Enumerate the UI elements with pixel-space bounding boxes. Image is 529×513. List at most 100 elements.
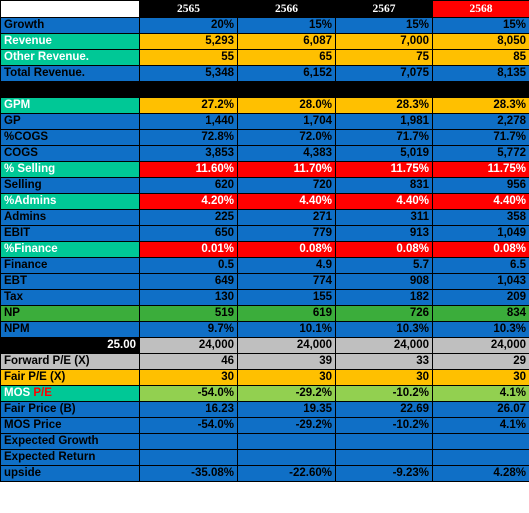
value-cell[interactable]: 0.08%: [335, 241, 433, 258]
row-label[interactable]: Expected Return: [0, 449, 140, 466]
value-cell[interactable]: -29.2%: [237, 417, 336, 434]
value-cell[interactable]: 4.40%: [237, 193, 336, 210]
value-cell[interactable]: 15%: [335, 17, 433, 34]
value-cell[interactable]: 358: [432, 209, 529, 226]
row-label[interactable]: %Admins: [0, 193, 140, 210]
row-label[interactable]: NPM: [0, 321, 140, 338]
value-cell[interactable]: [139, 433, 238, 450]
row-label[interactable]: Finance: [0, 257, 140, 274]
row-label[interactable]: Forward P/E (X): [0, 353, 140, 370]
value-cell[interactable]: 225: [139, 209, 238, 226]
row-label[interactable]: Fair P/E (X): [0, 369, 140, 386]
value-cell[interactable]: 28.3%: [335, 97, 433, 114]
row-label[interactable]: Expected Growth: [0, 433, 140, 450]
value-cell[interactable]: 779: [237, 225, 336, 242]
value-cell[interactable]: 85: [432, 49, 529, 66]
value-cell[interactable]: 11.75%: [335, 161, 433, 178]
value-cell[interactable]: 2,278: [432, 113, 529, 130]
value-cell[interactable]: 1,981: [335, 113, 433, 130]
value-cell[interactable]: -10.2%: [335, 385, 433, 402]
value-cell[interactable]: 26.07: [432, 401, 529, 418]
value-cell[interactable]: 620: [139, 177, 238, 194]
value-cell[interactable]: 33: [335, 353, 433, 370]
header-corner-cell[interactable]: [0, 0, 140, 18]
value-cell[interactable]: 24,000: [432, 337, 529, 354]
value-cell[interactable]: [237, 433, 336, 450]
value-cell[interactable]: 1,049: [432, 225, 529, 242]
value-cell[interactable]: 10.1%: [237, 321, 336, 338]
value-cell[interactable]: 5.7: [335, 257, 433, 274]
row-label[interactable]: MOS Price: [0, 417, 140, 434]
value-cell[interactable]: 29: [432, 353, 529, 370]
row-label[interactable]: GPM: [0, 97, 140, 114]
year-header-2567[interactable]: 2567: [335, 0, 433, 18]
value-cell[interactable]: 0.01%: [139, 241, 238, 258]
value-cell[interactable]: 11.75%: [432, 161, 529, 178]
value-cell[interactable]: 5,772: [432, 145, 529, 162]
value-cell[interactable]: 155: [237, 289, 336, 306]
row-label[interactable]: COGS: [0, 145, 140, 162]
value-cell[interactable]: 11.70%: [237, 161, 336, 178]
value-cell[interactable]: 271: [237, 209, 336, 226]
value-cell[interactable]: 0.08%: [237, 241, 336, 258]
row-label[interactable]: Selling: [0, 177, 140, 194]
value-cell[interactable]: 0.08%: [432, 241, 529, 258]
row-label[interactable]: NP: [0, 305, 140, 322]
value-cell[interactable]: 10.3%: [335, 321, 433, 338]
value-cell[interactable]: 27.2%: [139, 97, 238, 114]
value-cell[interactable]: 6,152: [237, 65, 336, 82]
value-cell[interactable]: 30: [335, 369, 433, 386]
value-cell[interactable]: 726: [335, 305, 433, 322]
value-cell[interactable]: -10.2%: [335, 417, 433, 434]
row-label[interactable]: Other Revenue.: [0, 49, 140, 66]
value-cell[interactable]: 913: [335, 225, 433, 242]
row-label[interactable]: Fair Price (B): [0, 401, 140, 418]
value-cell[interactable]: 4.40%: [432, 193, 529, 210]
value-cell[interactable]: -29.2%: [237, 385, 336, 402]
value-cell[interactable]: [432, 433, 529, 450]
row-label[interactable]: %Finance: [0, 241, 140, 258]
value-cell[interactable]: 4.40%: [335, 193, 433, 210]
row-label[interactable]: Tax: [0, 289, 140, 306]
value-cell[interactable]: 30: [237, 369, 336, 386]
value-cell[interactable]: 182: [335, 289, 433, 306]
value-cell[interactable]: 209: [432, 289, 529, 306]
value-cell[interactable]: 7,000: [335, 33, 433, 50]
value-cell[interactable]: 4,383: [237, 145, 336, 162]
value-cell[interactable]: 15%: [432, 17, 529, 34]
row-label[interactable]: upside: [0, 465, 140, 482]
value-cell[interactable]: 0.5: [139, 257, 238, 274]
value-cell[interactable]: 649: [139, 273, 238, 290]
value-cell[interactable]: -35.08%: [139, 465, 238, 482]
value-cell[interactable]: 3,853: [139, 145, 238, 162]
value-cell[interactable]: 72.0%: [237, 129, 336, 146]
value-cell[interactable]: 5,019: [335, 145, 433, 162]
value-cell[interactable]: 39: [237, 353, 336, 370]
row-label[interactable]: EBT: [0, 273, 140, 290]
value-cell[interactable]: 28.0%: [237, 97, 336, 114]
row-label[interactable]: Growth: [0, 17, 140, 34]
value-cell[interactable]: 4.1%: [432, 417, 529, 434]
row-label[interactable]: EBIT: [0, 225, 140, 242]
value-cell[interactable]: 130: [139, 289, 238, 306]
value-cell[interactable]: 8,135: [432, 65, 529, 82]
value-cell[interactable]: 22.69: [335, 401, 433, 418]
year-header-2568[interactable]: 2568: [432, 0, 529, 18]
row-label[interactable]: Total Revenue.: [0, 65, 140, 82]
value-cell[interactable]: [237, 449, 336, 466]
value-cell[interactable]: 15%: [237, 17, 336, 34]
value-cell[interactable]: 46: [139, 353, 238, 370]
value-cell[interactable]: 650: [139, 225, 238, 242]
value-cell[interactable]: 5,293: [139, 33, 238, 50]
value-cell[interactable]: 10.3%: [432, 321, 529, 338]
value-cell[interactable]: 24,000: [237, 337, 336, 354]
value-cell[interactable]: 24,000: [139, 337, 238, 354]
value-cell[interactable]: 11.60%: [139, 161, 238, 178]
value-cell[interactable]: 1,440: [139, 113, 238, 130]
row-label[interactable]: Admins: [0, 209, 140, 226]
value-cell[interactable]: 30: [139, 369, 238, 386]
value-cell[interactable]: 519: [139, 305, 238, 322]
value-cell[interactable]: 6,087: [237, 33, 336, 50]
value-cell[interactable]: 75: [335, 49, 433, 66]
value-cell[interactable]: 311: [335, 209, 433, 226]
